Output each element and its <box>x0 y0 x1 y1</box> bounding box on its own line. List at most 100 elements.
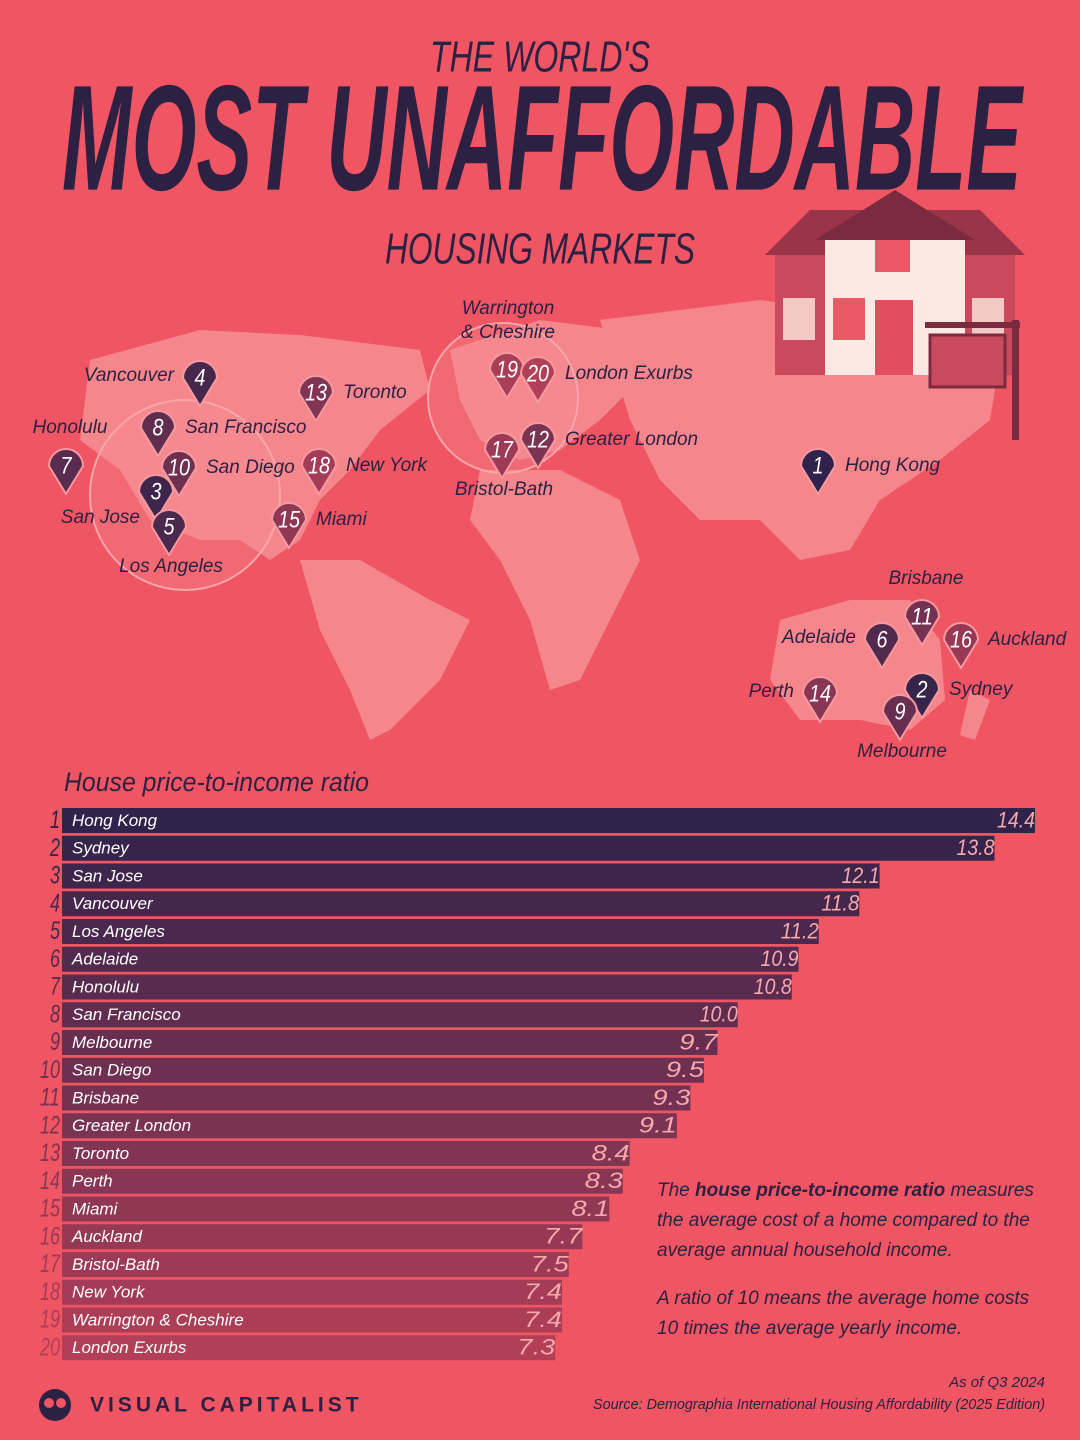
pin-label: New York <box>346 455 428 476</box>
category-label: Bristol-Bath <box>72 1255 160 1274</box>
pin-rank: 15 <box>278 506 301 533</box>
map-pin: 17 Bristol-Bath <box>455 432 553 500</box>
map-pin: 8 San Francisco <box>139 410 306 458</box>
pin-rank: 19 <box>496 356 518 383</box>
pin-shape <box>903 599 941 647</box>
pin-label: Miami <box>316 509 367 530</box>
rank-label: 6 <box>50 945 60 973</box>
chart-title: MOST UNAFFORDABLE <box>62 54 1024 222</box>
pin-label: Melbourne <box>857 741 947 762</box>
pin-rank: 4 <box>195 364 206 391</box>
category-label: Brisbane <box>72 1088 139 1107</box>
map-pin: 7 Honolulu <box>33 417 108 496</box>
rank-label: 20 <box>39 1333 60 1361</box>
bar <box>62 1252 569 1277</box>
brand: VISUAL CAPITALIST <box>90 1394 363 1417</box>
category-label: Greater London <box>72 1116 191 1135</box>
map-pin: 16 Auckland <box>942 622 1068 670</box>
value-label: 7.3 <box>517 1335 556 1360</box>
rank-label: 11 <box>40 1084 60 1112</box>
title-bottom: HOUSING MARKETS <box>385 225 695 274</box>
bar <box>62 1279 563 1305</box>
pin-label: & Cheshire <box>461 322 555 343</box>
value-label: 9.5 <box>666 1057 705 1082</box>
pin-label: Brisbane <box>889 568 964 589</box>
pin-label: Perth <box>749 681 794 702</box>
map-pin: 6 Adelaide <box>781 622 901 670</box>
pin-rank: 11 <box>911 603 933 630</box>
rank-label: 14 <box>40 1167 60 1195</box>
pin-shape <box>150 509 188 557</box>
bar <box>62 891 860 917</box>
value-label: 8.1 <box>571 1196 609 1221</box>
date-note: As of Q3 2024 <box>948 1374 1045 1391</box>
category-label: Los Angeles <box>72 922 165 941</box>
pin-rank: 13 <box>305 379 328 406</box>
value-label: 14.4 <box>997 807 1035 832</box>
bar <box>62 1085 691 1111</box>
pin-shape <box>300 448 338 496</box>
bar <box>62 1057 704 1083</box>
pin-shape <box>47 448 85 496</box>
pin-rank: 16 <box>950 626 973 653</box>
map-pin: 18 New York <box>300 448 428 496</box>
pin-label: Toronto <box>343 382 407 403</box>
pin-label: Los Angeles <box>119 556 223 577</box>
bar <box>62 1307 563 1333</box>
category-label: Adelaide <box>71 950 138 969</box>
pin-rank: 20 <box>526 360 549 387</box>
pin-rank: 5 <box>164 513 176 540</box>
pin-label: San Francisco <box>185 417 306 438</box>
pin-label: Vancouver <box>84 365 175 386</box>
value-label: 8.4 <box>592 1140 630 1165</box>
category-label: New York <box>72 1283 146 1302</box>
pin-label: Greater London <box>565 429 698 450</box>
value-label: 12.1 <box>842 863 880 888</box>
bar <box>62 1335 556 1361</box>
note-paragraph: The house price-to-income ratio measures… <box>657 1176 1047 1266</box>
value-label: 9.1 <box>639 1113 677 1138</box>
category-label: San Jose <box>72 866 143 885</box>
pin-rank: 7 <box>61 452 73 479</box>
rank-label: 16 <box>40 1222 60 1250</box>
pin-shape <box>801 676 839 724</box>
pin-label: Auckland <box>987 629 1068 650</box>
value-label: 8.3 <box>585 1168 624 1193</box>
bar <box>62 1030 718 1055</box>
map-pin: 4 Vancouver <box>84 360 219 408</box>
bar <box>62 1168 623 1194</box>
value-label: 11.2 <box>781 918 819 943</box>
pin-rank: 6 <box>877 626 889 653</box>
map-pin: 19 Warrington & Cheshire <box>461 298 555 400</box>
category-label: San Francisco <box>72 1005 181 1024</box>
map-pin: 2 Sydney <box>903 672 1014 720</box>
pin-rank: 1 <box>813 452 824 479</box>
category-label: Warrington & Cheshire <box>72 1310 244 1329</box>
bar <box>62 1113 677 1139</box>
value-label: 9.7 <box>679 1029 718 1054</box>
value-label: 9.3 <box>652 1085 691 1110</box>
note-paragraph: A ratio of 10 means the average home cos… <box>657 1288 1030 1339</box>
pin-shape <box>270 502 308 550</box>
pin-label: Bristol-Bath <box>455 479 553 500</box>
category-label: Miami <box>72 1199 119 1218</box>
category-label: London Exurbs <box>72 1338 187 1357</box>
pin-rank: 3 <box>151 478 163 505</box>
pin-shape <box>137 474 175 522</box>
bar <box>62 863 880 889</box>
rank-label: 5 <box>50 917 60 945</box>
rank-label: 10 <box>40 1056 60 1084</box>
rank-label: 2 <box>49 834 60 862</box>
pin-label: Honolulu <box>33 417 108 438</box>
pin-rank: 10 <box>168 454 191 481</box>
bar <box>62 808 1035 833</box>
category-label: Toronto <box>72 1144 129 1163</box>
explanation: The house price-to-income ratio measures… <box>657 1176 1047 1362</box>
pin-rank: 8 <box>153 414 165 441</box>
axis-label: House price-to-income ratio <box>64 767 369 797</box>
pin-rank: 14 <box>809 680 831 707</box>
category-label: Auckland <box>71 1227 142 1246</box>
rank-label: 1 <box>50 806 60 834</box>
